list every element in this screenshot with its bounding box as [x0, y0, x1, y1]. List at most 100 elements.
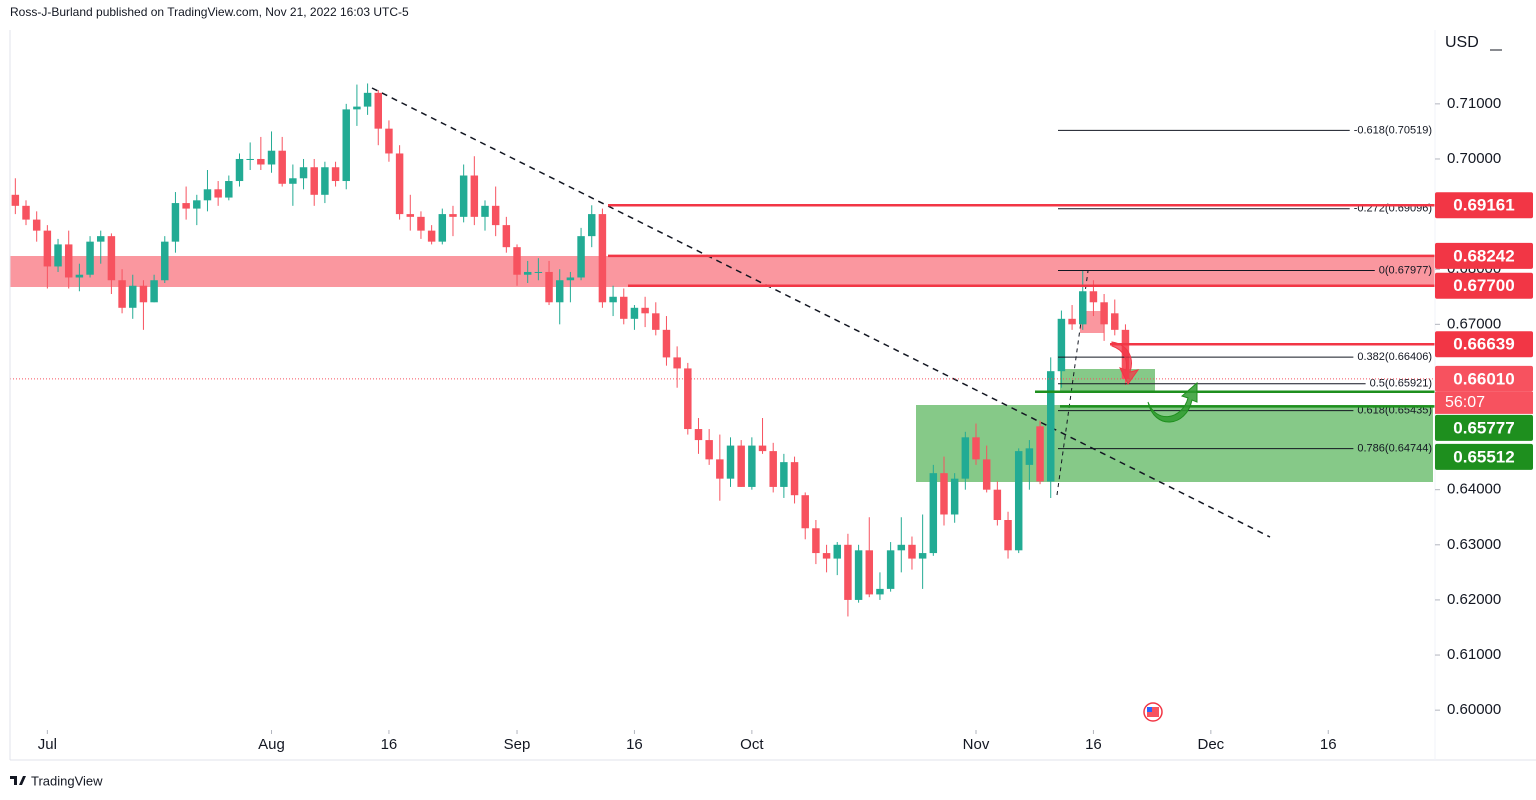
candle-body [107, 236, 116, 281]
x-tick-label: 16 [1085, 736, 1102, 753]
candle-body [310, 167, 318, 195]
candle-body [289, 178, 297, 184]
tradingview-logo [10, 776, 26, 785]
fib-label: 0.786(0.64744) [1357, 443, 1432, 455]
candle-body [534, 271, 543, 273]
candle-body [267, 150, 276, 165]
candle-body [748, 445, 756, 487]
candle-body [299, 167, 308, 179]
candle-body [374, 92, 382, 129]
candle-body [225, 181, 233, 198]
candle-body [1046, 371, 1055, 482]
candle-body [673, 357, 681, 369]
candle-body [1089, 291, 1098, 303]
candle-body [481, 205, 489, 217]
fib-label: 0.382(0.66406) [1357, 351, 1432, 363]
candle-body [982, 459, 991, 490]
support-zone-small [1060, 369, 1155, 393]
candle-body [139, 285, 148, 303]
candle-body [193, 200, 201, 209]
x-tick-label: Oct [740, 736, 764, 753]
candle-body [385, 128, 393, 154]
candle-body [161, 241, 169, 281]
candle-body [1057, 318, 1066, 372]
candle-body [897, 544, 906, 551]
candle-body [886, 550, 895, 589]
candle-body [598, 214, 607, 303]
candle-body [502, 225, 511, 248]
candle-body [566, 277, 575, 281]
candle-body [32, 219, 41, 231]
candle-body [705, 440, 713, 460]
zones [10, 256, 1435, 482]
up-arrow [1147, 381, 1198, 423]
y-tick-label: 0.70000 [1447, 150, 1501, 167]
candles [11, 83, 1130, 617]
candle-body [438, 214, 447, 242]
candle-body [769, 451, 777, 487]
trendline [371, 87, 1271, 538]
candle-body [129, 285, 137, 308]
candle-body [908, 544, 916, 559]
price-label: 0.66639 [1453, 335, 1514, 354]
candle-body [812, 528, 820, 554]
candle-body [641, 307, 649, 314]
candle-body [1036, 426, 1044, 482]
candle-body [459, 175, 468, 217]
y-tick-label: 0.63000 [1447, 536, 1501, 553]
candle-body [171, 203, 180, 242]
candle-body [555, 280, 564, 303]
candle-body [833, 544, 841, 559]
price-label-box [1435, 192, 1533, 219]
candle-body [630, 307, 639, 319]
price-label-box [1435, 242, 1533, 269]
candle-body [417, 216, 425, 231]
x-tick-label: Sep [504, 736, 531, 753]
y-tick-label: 0.71000 [1447, 95, 1501, 112]
candle-body [918, 553, 927, 559]
candle-body [950, 478, 959, 515]
price-label: 0.65512 [1453, 447, 1514, 466]
candle-body [43, 230, 52, 267]
candle-body [737, 445, 745, 487]
candle-body [577, 236, 585, 278]
candle-body [257, 158, 265, 165]
candle-body [662, 329, 671, 358]
candle-body [523, 271, 532, 275]
candle-body [22, 205, 30, 220]
currency: USD [1445, 34, 1479, 51]
candle-body [96, 236, 105, 242]
candle-body [1111, 313, 1119, 330]
candle-body [609, 296, 617, 303]
fib-anchor [1056, 270, 1089, 496]
x-tick-label: Aug [258, 736, 285, 753]
candle-body [491, 205, 500, 226]
candle-body [427, 230, 436, 242]
candle-body [1100, 302, 1108, 325]
price-label: 0.69161 [1453, 196, 1514, 215]
fib-label: -0.618(0.70519) [1354, 124, 1432, 136]
x-tick-label: 16 [626, 736, 643, 753]
fib-label: 0(0.67977) [1379, 264, 1432, 276]
candle-body [513, 247, 521, 275]
x-tick-label: 16 [381, 736, 398, 753]
candle-body [470, 175, 479, 217]
candle-body [406, 214, 415, 217]
candle-body [11, 194, 20, 206]
x-tick-label: Nov [963, 736, 990, 753]
candle-body [395, 153, 404, 215]
price-label-box [1435, 331, 1533, 358]
candle-body [716, 459, 724, 479]
candle-body [1079, 291, 1087, 325]
fib-label: 0.5(0.65921) [1370, 378, 1432, 390]
candle-body [1014, 451, 1023, 551]
candle-body [353, 106, 361, 110]
price-label: 0.65777 [1453, 418, 1514, 437]
candle-body [331, 167, 340, 182]
price-label-box [1435, 365, 1533, 392]
candle-body [940, 473, 948, 515]
candle-body [86, 241, 94, 275]
candle-body [854, 550, 863, 600]
candle-body [214, 189, 222, 198]
candle-body [620, 296, 628, 319]
